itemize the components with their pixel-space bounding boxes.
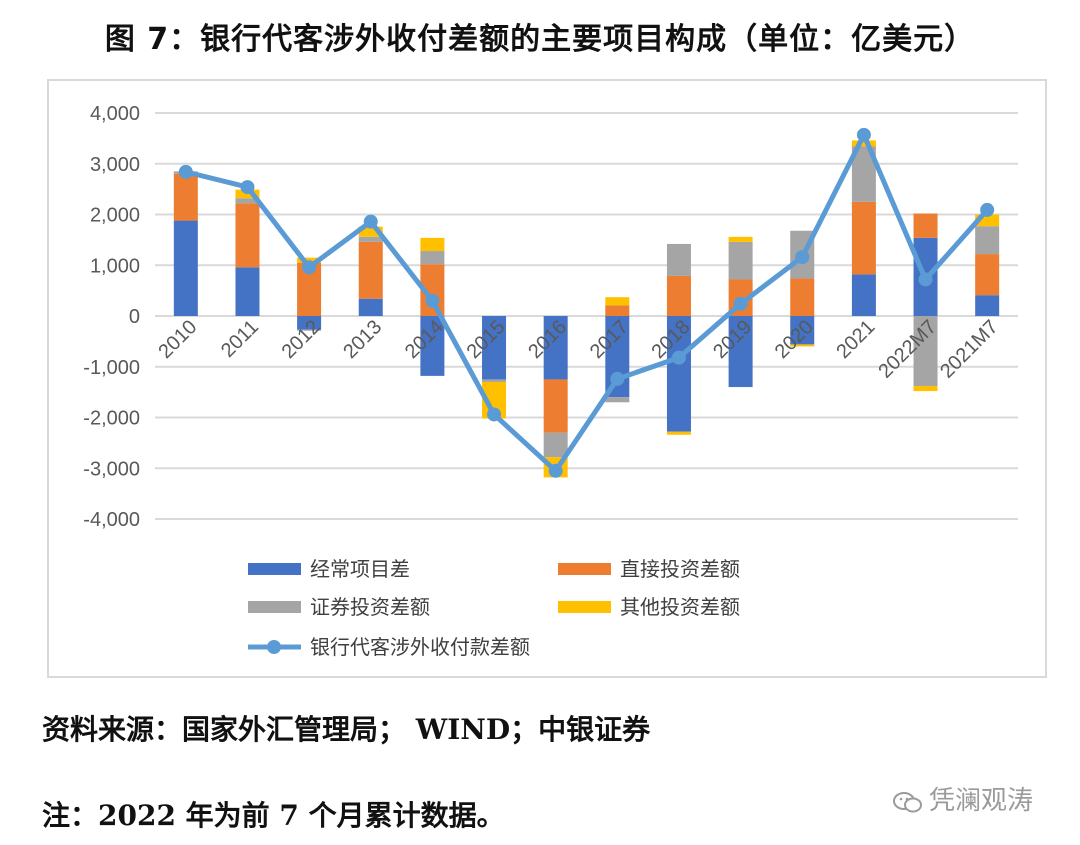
bar-segment <box>235 203 260 268</box>
legend-label: 银行代客涉外收付款差额 <box>310 635 530 659</box>
y-tick-label: 2,000 <box>90 205 140 227</box>
y-axis-ticks: 4,000 3,000 2,000 1,000 0 -1,000 -2,000 -3,000 -… <box>83 103 140 531</box>
bar-segment <box>728 316 753 388</box>
source-note: 资料来源：国家外汇管理局； WIND；中银证券 <box>42 713 651 746</box>
y-tick-label: -2,000 <box>83 408 140 430</box>
line-point <box>918 272 933 287</box>
legend-label: 直接投资差额 <box>620 557 740 581</box>
bar-segment <box>666 316 691 432</box>
legend-label: 证券投资差额 <box>310 595 430 619</box>
bar-segment <box>728 241 753 280</box>
bar-segment <box>420 251 445 265</box>
bar-segment <box>605 397 630 403</box>
bar-segment <box>666 243 691 276</box>
line-point <box>302 260 317 275</box>
line-point <box>980 202 995 217</box>
bars <box>173 140 1000 478</box>
bar-segment <box>851 201 876 275</box>
bar-segment <box>420 237 445 252</box>
gridlines <box>155 112 1018 520</box>
balance-line <box>178 127 995 478</box>
bar-segment <box>173 173 198 221</box>
bar-segment <box>851 274 876 316</box>
bar-segment <box>666 431 691 435</box>
line-point <box>425 293 440 308</box>
bar-segment <box>975 226 1000 255</box>
x-tick-label: 2021M7 <box>936 316 1003 383</box>
bar-segment <box>358 298 383 316</box>
bar-segment <box>605 305 630 316</box>
bar-segment <box>605 297 630 306</box>
chart-frame <box>47 79 1047 678</box>
line-point <box>733 296 748 311</box>
line-point <box>487 407 502 422</box>
line-point <box>795 250 810 265</box>
line-point <box>610 371 625 386</box>
x-axis-ticks: 2010 2011 2012 2013 2014 2015 2016 2017 2018 2019… <box>154 316 1002 383</box>
bar-segment <box>358 241 383 299</box>
line-point <box>671 350 686 365</box>
bar-segment <box>790 316 815 345</box>
bar-segment <box>728 236 753 242</box>
bar-segment <box>543 316 568 380</box>
bar-segment <box>790 344 815 347</box>
y-tick-label: -3,000 <box>83 458 140 480</box>
bar-segment <box>975 295 1000 316</box>
line-point <box>363 214 378 229</box>
bar-segment <box>913 316 938 387</box>
legend-label: 其他投资差额 <box>620 595 740 619</box>
bar-segment <box>297 316 322 330</box>
line-point <box>548 463 563 478</box>
bar-segment <box>666 275 691 316</box>
bar-segment <box>543 432 568 458</box>
line-point <box>178 164 193 179</box>
line-point <box>240 180 255 195</box>
bar-segment <box>975 214 1000 227</box>
bar-segment <box>235 267 260 316</box>
x-tick-label: 2013 <box>339 316 386 363</box>
bar-segment <box>358 236 383 242</box>
x-tick-label: 2010 <box>154 316 201 363</box>
footnote: 注：2022 年为前 7 个月累计数据。 <box>42 799 505 832</box>
bar-segment <box>173 220 198 316</box>
bar-segment <box>235 198 260 204</box>
legend-swatch <box>558 563 611 575</box>
bar-segment <box>297 257 322 263</box>
legend-swatch <box>248 601 301 613</box>
line-point <box>856 127 871 142</box>
bar-segment <box>851 140 876 147</box>
line-series <box>185 132 990 474</box>
y-tick-label: -1,000 <box>83 357 140 379</box>
bar-segment <box>420 316 445 376</box>
bar-segment <box>482 316 507 380</box>
bar-segment <box>543 379 568 433</box>
bar-segment <box>358 226 383 237</box>
bar-segment <box>790 278 815 316</box>
y-tick-label: 0 <box>129 306 140 328</box>
watermark-text: 凭澜观涛 <box>929 786 1034 816</box>
watermark: 凭澜观涛 <box>893 780 1033 817</box>
x-tick-label: 2011 <box>217 316 263 362</box>
bar-segment <box>975 254 1000 296</box>
legend-swatch <box>248 563 301 575</box>
bar-segment <box>913 386 938 392</box>
wechat-icon <box>893 791 922 812</box>
legend-marker <box>267 640 281 654</box>
y-tick-label: 3,000 <box>90 154 140 176</box>
bar-segment <box>297 329 322 331</box>
y-tick-label: -4,000 <box>83 509 140 531</box>
legend-swatch <box>558 601 611 613</box>
legend-label: 经常项目差 <box>310 557 410 581</box>
bar-segment <box>482 379 507 382</box>
chart-title: 图 7：银行代客涉外收付差额的主要项目构成（单位：亿美元） <box>104 22 976 57</box>
y-tick-label: 1,000 <box>90 255 140 277</box>
y-tick-label: 4,000 <box>90 103 140 125</box>
bar-segment <box>913 213 938 238</box>
x-tick-label: 2021 <box>832 316 879 363</box>
